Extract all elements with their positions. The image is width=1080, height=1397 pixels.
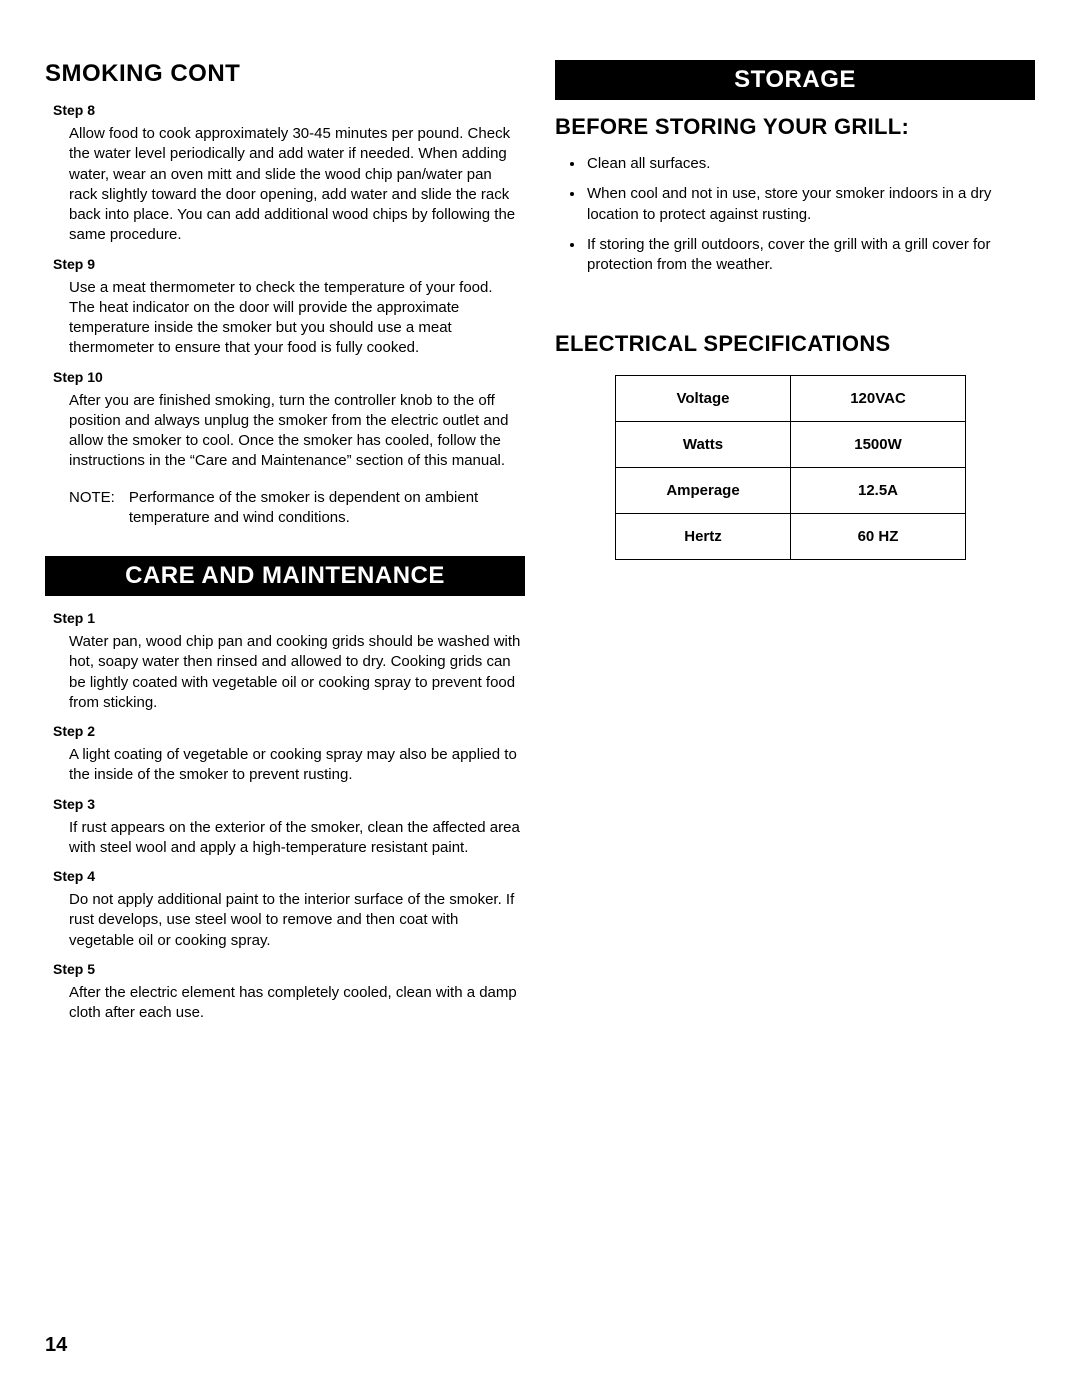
- table-row: Watts 1500W: [616, 422, 966, 468]
- step-body: If rust appears on the exterior of the s…: [69, 818, 521, 859]
- note-row: NOTE: Performance of the smoker is depen…: [69, 488, 525, 529]
- care-step-5: Step 5 After the electric element has co…: [45, 961, 525, 1024]
- spec-value: 120VAC: [791, 376, 966, 422]
- page-number: 14: [45, 1334, 67, 1357]
- left-column: SMOKING CONT Step 8 Allow food to cook a…: [45, 60, 525, 1027]
- step-body: Use a meat thermometer to check the temp…: [69, 278, 521, 359]
- step-label: Step 10: [53, 369, 525, 385]
- elec-spec-table: Voltage 120VAC Watts 1500W Amperage 12.5…: [615, 375, 966, 560]
- step-body: After you are finished smoking, turn the…: [69, 391, 521, 472]
- table-row: Voltage 120VAC: [616, 376, 966, 422]
- table-row: Amperage 12.5A: [616, 468, 966, 514]
- step-body: Allow food to cook approximately 30-45 m…: [69, 124, 521, 246]
- spec-label: Voltage: [616, 376, 791, 422]
- list-item: When cool and not in use, store your smo…: [585, 184, 1035, 225]
- care-heading: CARE AND MAINTENANCE: [45, 556, 525, 596]
- spec-value: 12.5A: [791, 468, 966, 514]
- list-item: If storing the grill outdoors, cover the…: [585, 235, 1035, 276]
- list-item: Clean all surfaces.: [585, 154, 1035, 174]
- table-row: Hertz 60 HZ: [616, 514, 966, 560]
- care-section: CARE AND MAINTENANCE Step 1 Water pan, w…: [45, 556, 525, 1023]
- step-label: Step 8: [53, 102, 525, 118]
- spec-value: 60 HZ: [791, 514, 966, 560]
- storage-subheading: BEFORE STORING YOUR GRILL:: [555, 114, 1035, 140]
- care-step-1: Step 1 Water pan, wood chip pan and cook…: [45, 610, 525, 713]
- note-text: Performance of the smoker is dependent o…: [129, 488, 525, 529]
- smoking-step-9: Step 9 Use a meat thermometer to check t…: [45, 256, 525, 359]
- right-column: STORAGE BEFORE STORING YOUR GRILL: Clean…: [555, 60, 1035, 1027]
- smoking-step-10: Step 10 After you are finished smoking, …: [45, 369, 525, 472]
- step-label: Step 9: [53, 256, 525, 272]
- care-step-3: Step 3 If rust appears on the exterior o…: [45, 796, 525, 859]
- smoking-cont-heading: SMOKING CONT: [45, 60, 525, 88]
- spec-value: 1500W: [791, 422, 966, 468]
- storage-heading: STORAGE: [555, 60, 1035, 100]
- care-step-2: Step 2 A light coating of vegetable or c…: [45, 723, 525, 786]
- step-body: After the electric element has completel…: [69, 983, 521, 1024]
- spec-label: Hertz: [616, 514, 791, 560]
- step-label: Step 3: [53, 796, 525, 812]
- smoking-step-8: Step 8 Allow food to cook approximately …: [45, 102, 525, 246]
- step-body: Water pan, wood chip pan and cooking gri…: [69, 632, 521, 713]
- spec-label: Amperage: [616, 468, 791, 514]
- note-label: NOTE:: [69, 488, 129, 529]
- spacer: [555, 285, 1035, 331]
- care-step-4: Step 4 Do not apply additional paint to …: [45, 868, 525, 951]
- elec-spec-heading: ELECTRICAL SPECIFICATIONS: [555, 331, 1035, 357]
- step-label: Step 2: [53, 723, 525, 739]
- spec-label: Watts: [616, 422, 791, 468]
- step-body: Do not apply additional paint to the int…: [69, 890, 521, 951]
- storage-bullets: Clean all surfaces. When cool and not in…: [585, 154, 1035, 275]
- step-body: A light coating of vegetable or cooking …: [69, 745, 521, 786]
- step-label: Step 5: [53, 961, 525, 977]
- step-label: Step 1: [53, 610, 525, 626]
- step-label: Step 4: [53, 868, 525, 884]
- page-content: SMOKING CONT Step 8 Allow food to cook a…: [45, 60, 1035, 1027]
